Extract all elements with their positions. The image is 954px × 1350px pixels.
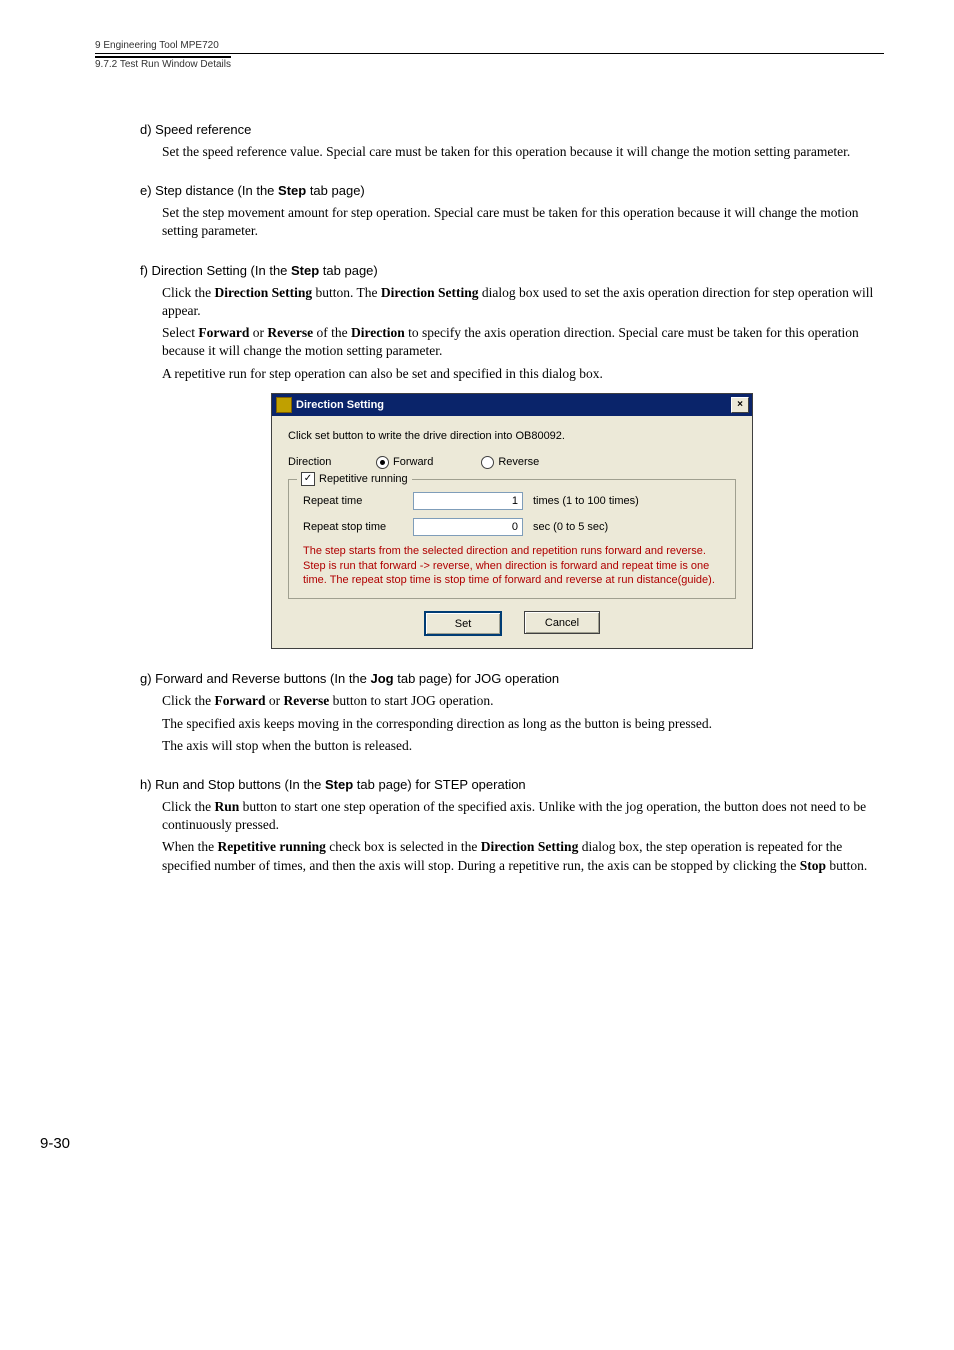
header-subsection: 9.7.2 Test Run Window Details <box>95 56 231 70</box>
f-p1-a: Click the <box>162 285 215 300</box>
h-p2-f: Stop <box>800 858 826 873</box>
repeat-time-hint: times (1 to 100 times) <box>533 495 639 507</box>
h-p1-c: button to start one step operation of th… <box>162 799 866 832</box>
heading-f-post: tab page) <box>319 263 378 278</box>
g-p1-b: Forward <box>215 693 266 708</box>
h-p2-g: button. <box>826 858 867 873</box>
forward-radio-dot <box>376 456 389 469</box>
body-h-p2: When the Repetitive running check box is… <box>162 838 884 874</box>
dialog-warning-2: Step is run that forward -> reverse, whe… <box>303 559 721 589</box>
heading-g: g) Forward and Reverse buttons (In the J… <box>140 671 884 686</box>
repeat-stop-input[interactable]: 0 <box>413 518 523 536</box>
heading-h-post: tab page) for STEP operation <box>353 777 525 792</box>
body-f: Click the Direction Setting button. The … <box>162 284 884 383</box>
f-p2-a: Select <box>162 325 198 340</box>
h-p2-d: Direction Setting <box>481 839 579 854</box>
repetitive-running-group: ✓ Repetitive running Repeat time 1 times… <box>288 479 736 600</box>
direction-row: Direction Forward Reverse <box>288 456 736 469</box>
body-e: Set the step movement amount for step op… <box>162 204 884 240</box>
heading-f-pre: f) Direction Setting (In the <box>140 263 291 278</box>
heading-e: e) Step distance (In the Step tab page) <box>140 183 884 198</box>
g-p1-c: or <box>266 693 284 708</box>
header-rule <box>95 53 884 54</box>
f-p1-c: button. The <box>312 285 381 300</box>
body-g-p3: The axis will stop when the button is re… <box>162 737 884 755</box>
dialog-instruction: Click set button to write the drive dire… <box>288 430 736 442</box>
f-p2-c: or <box>249 325 267 340</box>
g-p1-d: Reverse <box>284 693 330 708</box>
body-f-p2: Select Forward or Reverse of the Directi… <box>162 324 884 360</box>
f-p2-e: of the <box>313 325 351 340</box>
body-f-p1: Click the Direction Setting button. The … <box>162 284 884 320</box>
heading-f: f) Direction Setting (In the Step tab pa… <box>140 263 884 278</box>
dialog-warning: The step starts from the selected direct… <box>303 544 721 589</box>
group-legend-text: Repetitive running <box>319 473 408 485</box>
body-d-text: Set the speed reference value. Special c… <box>162 143 884 161</box>
heading-h-pre: h) Run and Stop buttons (In the <box>140 777 325 792</box>
body-g-p2: The specified axis keeps moving in the c… <box>162 715 884 733</box>
f-p2-f: Direction <box>351 325 405 340</box>
heading-e-pre: e) Step distance (In the <box>140 183 278 198</box>
heading-f-bold: Step <box>291 263 319 278</box>
f-p2-b: Forward <box>198 325 249 340</box>
dialog-screenshot: Direction Setting × Click set button to … <box>140 393 884 650</box>
heading-d: d) Speed reference <box>140 122 884 137</box>
heading-e-post: tab page) <box>306 183 365 198</box>
h-p2-c: check box is selected in the <box>326 839 481 854</box>
heading-h: h) Run and Stop buttons (In the Step tab… <box>140 777 884 792</box>
forward-radio-label: Forward <box>393 456 433 468</box>
repeat-stop-label: Repeat stop time <box>303 521 413 533</box>
g-p1-a: Click the <box>162 693 215 708</box>
repetitive-checkbox[interactable]: ✓ <box>301 472 315 486</box>
heading-g-post: tab page) for JOG operation <box>394 671 559 686</box>
page-number: 9-30 <box>40 1135 884 1152</box>
header-chapter: 9 Engineering Tool MPE720 <box>95 40 884 51</box>
dialog-icon <box>276 397 292 413</box>
reverse-radio[interactable]: Reverse <box>481 456 539 469</box>
dialog-titlebar: Direction Setting × <box>272 394 752 416</box>
close-button[interactable]: × <box>731 397 749 413</box>
direction-label: Direction <box>288 456 358 468</box>
reverse-radio-dot <box>481 456 494 469</box>
heading-g-pre: g) Forward and Reverse buttons (In the <box>140 671 371 686</box>
repeat-stop-hint: sec (0 to 5 sec) <box>533 521 608 533</box>
body-h: Click the Run button to start one step o… <box>162 798 884 875</box>
heading-g-bold: Jog <box>371 671 394 686</box>
body-e-text: Set the step movement amount for step op… <box>162 204 884 240</box>
body-g-p1: Click the Forward or Reverse button to s… <box>162 692 884 710</box>
repeat-time-input[interactable]: 1 <box>413 492 523 510</box>
repeat-stop-row: Repeat stop time 0 sec (0 to 5 sec) <box>303 518 721 536</box>
reverse-radio-label: Reverse <box>498 456 539 468</box>
group-legend: ✓ Repetitive running <box>297 472 412 486</box>
f-p1-b: Direction Setting <box>215 285 313 300</box>
h-p1-b: Run <box>215 799 240 814</box>
heading-e-bold: Step <box>278 183 306 198</box>
heading-h-bold: Step <box>325 777 353 792</box>
h-p2-a: When the <box>162 839 217 854</box>
dialog-title: Direction Setting <box>296 399 384 411</box>
body-h-p1: Click the Run button to start one step o… <box>162 798 884 834</box>
f-p2-d: Reverse <box>267 325 313 340</box>
body-f-p3: A repetitive run for step operation can … <box>162 365 884 383</box>
direction-setting-dialog: Direction Setting × Click set button to … <box>271 393 753 650</box>
cancel-button[interactable]: Cancel <box>524 611 600 634</box>
f-p1-d: Direction Setting <box>381 285 479 300</box>
g-p1-e: button to start JOG operation. <box>329 693 493 708</box>
dialog-warning-1: The step starts from the selected direct… <box>303 544 721 559</box>
dialog-button-row: Set Cancel <box>288 611 736 636</box>
forward-radio[interactable]: Forward <box>376 456 433 469</box>
body-d: Set the speed reference value. Special c… <box>162 143 884 161</box>
body-g: Click the Forward or Reverse button to s… <box>162 692 884 755</box>
repeat-time-row: Repeat time 1 times (1 to 100 times) <box>303 492 721 510</box>
repeat-time-label: Repeat time <box>303 495 413 507</box>
h-p2-b: Repetitive running <box>217 839 325 854</box>
h-p1-a: Click the <box>162 799 215 814</box>
set-button[interactable]: Set <box>424 611 502 636</box>
